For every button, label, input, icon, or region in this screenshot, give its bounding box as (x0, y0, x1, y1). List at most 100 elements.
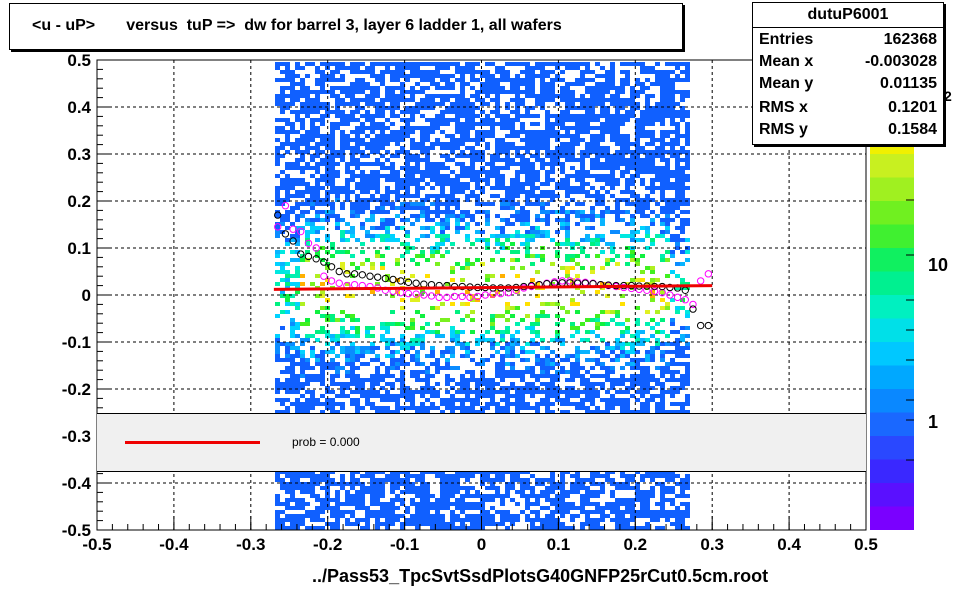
heatmap-cell (495, 150, 500, 154)
heatmap-cell (425, 194, 430, 198)
heatmap-cell (330, 94, 335, 98)
heatmap-cell (295, 362, 300, 366)
heatmap-cell (395, 198, 400, 202)
heatmap-cell (290, 146, 295, 150)
heatmap-cell (310, 186, 315, 190)
heatmap-cell (470, 398, 475, 402)
heatmap-cell (395, 518, 400, 522)
heatmap-cell (625, 502, 630, 506)
heatmap-cell (495, 214, 500, 218)
heatmap-cell (475, 506, 480, 510)
heatmap-cell (495, 70, 500, 74)
heatmap-cell (585, 350, 590, 354)
heatmap-cell (610, 346, 615, 350)
heatmap-cell (430, 346, 435, 350)
heatmap-cell (375, 374, 380, 378)
heatmap-cell (620, 498, 625, 502)
heatmap-cell (525, 182, 530, 186)
heatmap-cell (465, 234, 470, 238)
heatmap-cell (535, 154, 540, 158)
heatmap-cell (415, 66, 420, 70)
heatmap-cell (490, 470, 495, 474)
heatmap-cell (480, 494, 485, 498)
heatmap-cell (380, 514, 385, 518)
heatmap-cell (435, 366, 440, 370)
heatmap-cell (435, 138, 440, 142)
heatmap-cell (385, 218, 390, 222)
heatmap-cell (515, 82, 520, 86)
heatmap-cell (370, 262, 375, 266)
heatmap-cell (430, 226, 435, 230)
heatmap-cell (375, 114, 380, 118)
heatmap-cell (615, 486, 620, 490)
heatmap-cell (440, 218, 445, 222)
heatmap-cell (535, 314, 540, 318)
heatmap-cell (555, 254, 560, 258)
heatmap-cell (310, 102, 315, 106)
heatmap-cell (390, 362, 395, 366)
heatmap-cell (550, 122, 555, 126)
heatmap-cell (465, 378, 470, 382)
heatmap-cell (570, 482, 575, 486)
heatmap-cell (555, 502, 560, 506)
heatmap-cell (640, 386, 645, 390)
heatmap-cell (505, 166, 510, 170)
heatmap-cell (640, 394, 645, 398)
heatmap-cell (615, 126, 620, 130)
heatmap-cell (370, 178, 375, 182)
heatmap-cell (315, 146, 320, 150)
heatmap-cell (345, 510, 350, 514)
heatmap-cell (350, 398, 355, 402)
heatmap-cell (565, 98, 570, 102)
heatmap-cell (355, 354, 360, 358)
heatmap-cell (375, 390, 380, 394)
heatmap-cell (630, 190, 635, 194)
heatmap-cell (440, 410, 445, 414)
heatmap-cell (520, 510, 525, 514)
heatmap-cell (355, 70, 360, 74)
heatmap-cell (290, 86, 295, 90)
heatmap-cell (470, 410, 475, 414)
heatmap-cell (310, 90, 315, 94)
heatmap-cell (600, 282, 605, 286)
heatmap-cell (610, 70, 615, 74)
heatmap-cell (330, 142, 335, 146)
heatmap-cell (330, 190, 335, 194)
heatmap-cell (595, 174, 600, 178)
heatmap-cell (510, 266, 515, 270)
heatmap-cell (500, 90, 505, 94)
heatmap-cell (295, 486, 300, 490)
stats-key: Entries (759, 31, 814, 48)
heatmap-cell (520, 182, 525, 186)
heatmap-cell (320, 174, 325, 178)
heatmap-cell (525, 222, 530, 226)
heatmap-cell (550, 82, 555, 86)
heatmap-cell (385, 202, 390, 206)
heatmap-cell (615, 518, 620, 522)
heatmap-cell (500, 374, 505, 378)
heatmap-cell (540, 382, 545, 386)
heatmap-cell (410, 342, 415, 346)
heatmap-cell (475, 202, 480, 206)
heatmap-cell (530, 82, 535, 86)
heatmap-cell (535, 142, 540, 146)
heatmap-cell (600, 74, 605, 78)
heatmap-cell (565, 270, 570, 274)
heatmap-cell (285, 86, 290, 90)
heatmap-cell (495, 330, 500, 334)
heatmap-cell (555, 194, 560, 198)
heatmap-cell (420, 334, 425, 338)
heatmap-cell (460, 226, 465, 230)
heatmap-cell (350, 318, 355, 322)
heatmap-cell (510, 186, 515, 190)
heatmap-cell (330, 186, 335, 190)
heatmap-cell (480, 502, 485, 506)
heatmap-cell (460, 170, 465, 174)
heatmap-cell (620, 294, 625, 298)
heatmap-cell (495, 114, 500, 118)
heatmap-cell (375, 354, 380, 358)
heatmap-cell (525, 150, 530, 154)
heatmap-cell (600, 366, 605, 370)
heatmap-cell (345, 522, 350, 526)
heatmap-cell (605, 130, 610, 134)
